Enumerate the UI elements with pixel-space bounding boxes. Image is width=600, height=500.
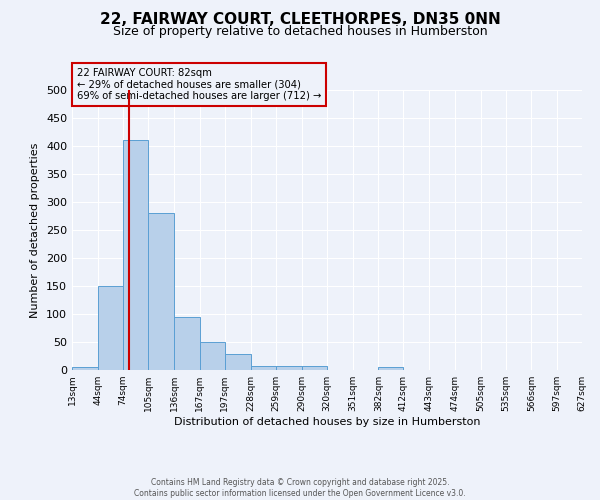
Bar [122,140,148,370]
Bar [277,366,302,370]
Bar [148,213,174,370]
Text: 22, FAIRWAY COURT, CLEETHORPES, DN35 0NN: 22, FAIRWAY COURT, CLEETHORPES, DN35 0NN [100,12,500,28]
Bar [379,367,403,370]
Text: Contains HM Land Registry data © Crown copyright and database right 2025.
Contai: Contains HM Land Registry data © Crown c… [134,478,466,498]
Text: 22 FAIRWAY COURT: 82sqm
← 29% of detached houses are smaller (304)
69% of semi-d: 22 FAIRWAY COURT: 82sqm ← 29% of detache… [77,68,322,101]
Y-axis label: Number of detached properties: Number of detached properties [31,142,40,318]
Bar [98,286,122,370]
Bar [302,366,327,370]
Bar [225,354,251,370]
Bar [200,342,225,370]
X-axis label: Distribution of detached houses by size in Humberston: Distribution of detached houses by size … [174,417,480,427]
Text: Size of property relative to detached houses in Humberston: Size of property relative to detached ho… [113,25,487,38]
Bar [174,317,200,370]
Bar [251,366,277,370]
Bar [72,367,98,370]
